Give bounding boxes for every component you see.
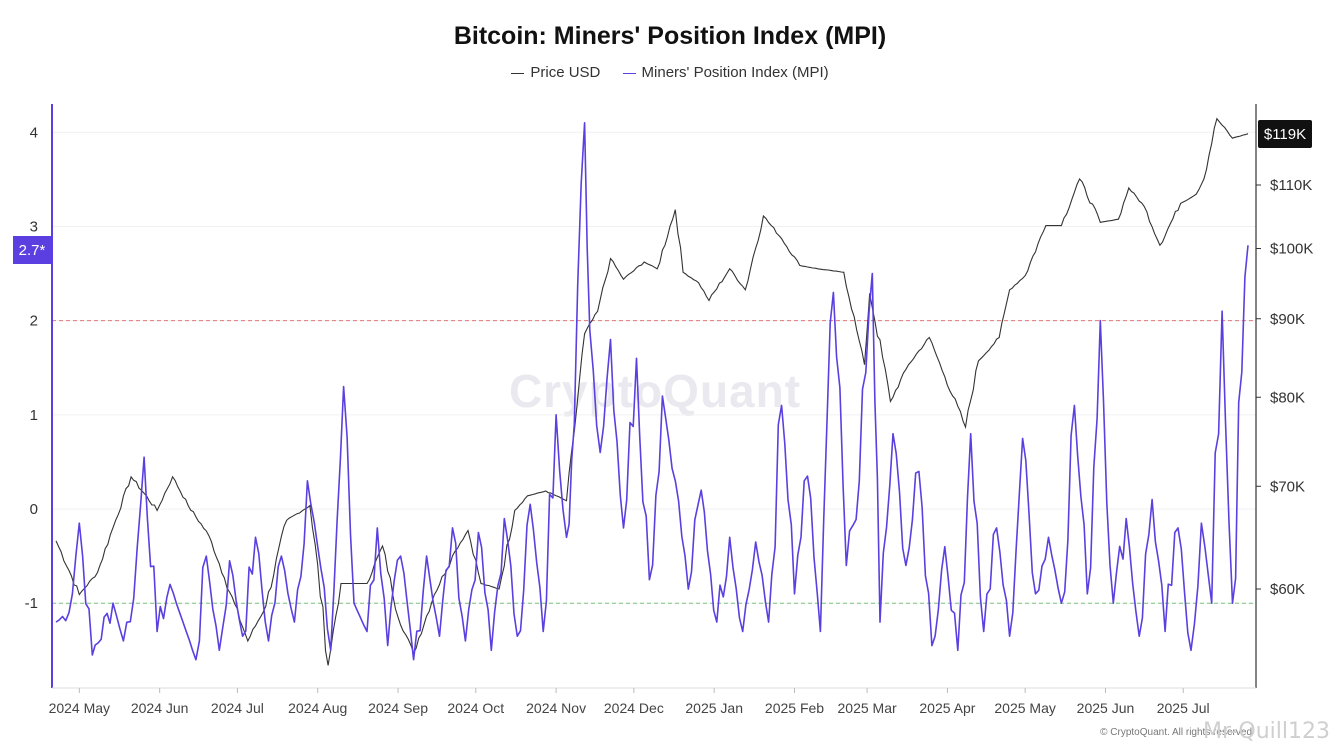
watermark: CryptoQuant <box>509 365 801 417</box>
mpi-series <box>55 122 1249 661</box>
x-tick-label: 2024 Dec <box>604 700 664 716</box>
legend-swatch-price <box>511 72 525 74</box>
right-tick-label: $80K <box>1270 389 1305 406</box>
left-tick-label: 4 <box>30 124 38 141</box>
legend-item-mpi[interactable]: Miners' Position Index (MPI) <box>622 64 829 81</box>
left-tick-label: -1 <box>25 595 38 612</box>
x-tick-label: 2025 Mar <box>838 700 897 716</box>
x-tick-label: 2025 Jul <box>1157 700 1210 716</box>
legend-label-price: Price USD <box>530 64 601 81</box>
x-tick-label: 2024 Jul <box>211 700 264 716</box>
right-tick-label: $100K <box>1270 241 1313 258</box>
chart-title: Bitcoin: Miners' Position Index (MPI) <box>453 22 887 50</box>
x-tick-label: 2024 Sep <box>368 700 428 716</box>
x-tick-label: 2025 Jun <box>1077 700 1135 716</box>
mpi-badge-text: 2.7* <box>19 242 46 259</box>
x-tick-label: 2025 Feb <box>765 700 824 716</box>
left-tick-label: 1 <box>30 407 38 424</box>
x-tick-label: 2025 Jan <box>685 700 743 716</box>
mpi-badge-bg <box>13 236 52 264</box>
grid <box>52 131 1256 604</box>
x-tick-label: 2025 Apr <box>919 700 975 716</box>
right-tick-label: $70K <box>1270 478 1305 495</box>
x-tick-label: 2024 Aug <box>288 700 347 716</box>
left-tick-label: 3 <box>30 218 38 235</box>
x-tick-label: 2024 Oct <box>447 700 504 716</box>
legend: Price USD Miners' Position Index (MPI) <box>0 64 1340 81</box>
price-badge-text: $119K <box>1264 126 1306 143</box>
right-axis-ticks: $60K $70K $80K $90K $100K $110K <box>1256 177 1313 598</box>
right-tick-label: $110K <box>1270 177 1312 194</box>
legend-swatch-mpi <box>622 72 636 74</box>
right-tick-label: $90K <box>1270 311 1305 328</box>
left-tick-label: 0 <box>30 501 38 518</box>
right-tick-label: $60K <box>1270 581 1305 598</box>
price-series <box>55 117 1249 666</box>
legend-item-price[interactable]: Price USD <box>511 64 600 81</box>
x-tick-label: 2024 Nov <box>526 700 586 716</box>
axes <box>51 104 1257 689</box>
price-line <box>55 117 1249 666</box>
threshold-lines <box>52 320 1256 604</box>
x-tick-label: 2024 Jun <box>131 700 189 716</box>
x-tick-label: 2025 May <box>994 700 1055 716</box>
left-axis-ticks: -1 0 1 2 3 4 <box>25 124 38 612</box>
price-badge-bg <box>1258 120 1312 148</box>
left-tick-label: 2 <box>30 313 38 330</box>
mpi-line <box>55 122 1249 661</box>
x-axis-ticks: 2024 May 2024 Jun 2024 Jul 2024 Aug 2024 Sep… <box>49 688 1210 716</box>
x-tick-label: 2024 May <box>49 700 110 716</box>
copyright-credit: © CryptoQuant. All rights reserved <box>1100 727 1252 738</box>
author-signature: Mr-Quill123 <box>1203 719 1330 744</box>
legend-label-mpi: Miners' Position Index (MPI) <box>641 64 829 81</box>
current-value-badges: $119K 2.7* <box>13 120 1312 264</box>
